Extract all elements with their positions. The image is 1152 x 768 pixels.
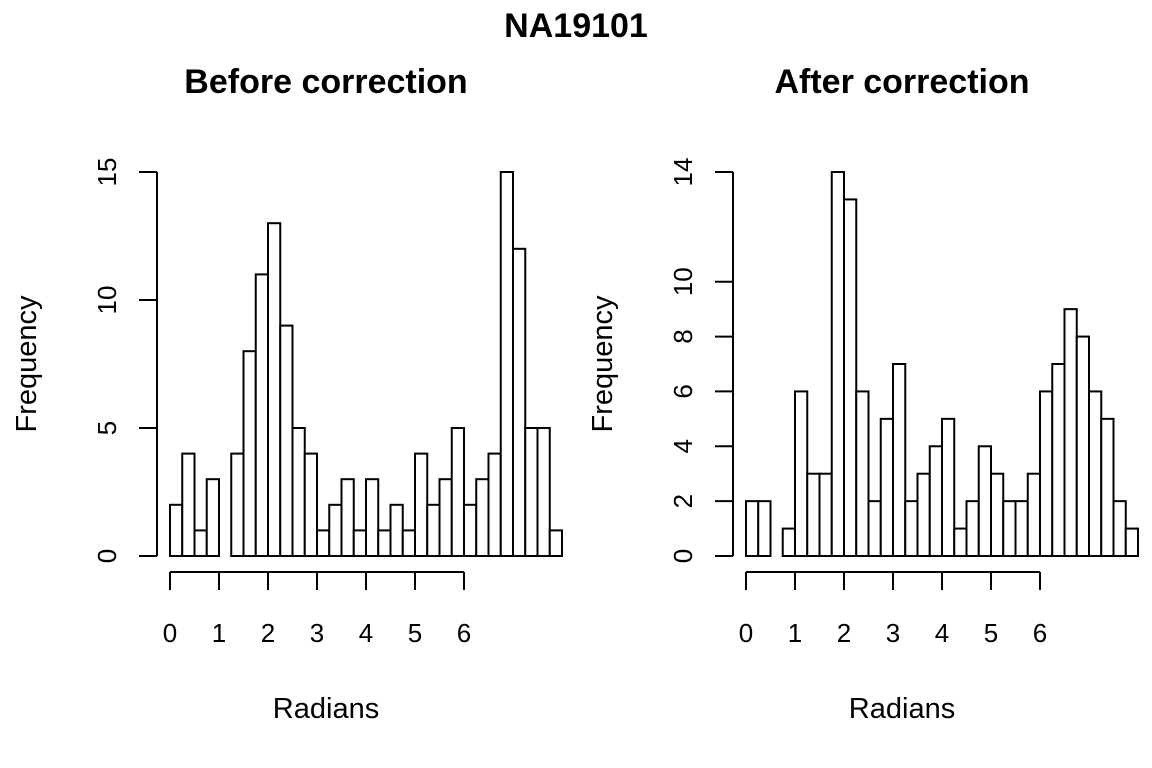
histogram-bar [291, 427, 306, 557]
histogram-bar [181, 452, 196, 558]
y-tick-label: 6 [668, 384, 698, 398]
histogram-bar [745, 500, 760, 557]
x-tick-label: 2 [837, 618, 851, 648]
y-tick-label: 8 [668, 329, 698, 343]
y-tick-label: 5 [92, 421, 122, 435]
histogram-bar [879, 417, 894, 557]
histogram-bar [340, 478, 355, 558]
y-tick-label: 10 [92, 286, 122, 315]
histogram-bar [965, 500, 980, 557]
figure-title: NA19101 [504, 7, 648, 45]
x-tick-label: 6 [1033, 618, 1047, 648]
histogram-bar [990, 472, 1005, 558]
histogram-bar [267, 222, 282, 557]
y-axis-label: Frequency [11, 295, 43, 433]
histogram-bar [450, 427, 465, 557]
x-axis-label: Radians [849, 693, 955, 725]
histogram-bar [377, 529, 392, 558]
histogram-bar [536, 427, 551, 557]
y-tick-label: 15 [92, 158, 122, 187]
histogram-bar [463, 503, 478, 557]
y-tick-label: 0 [92, 549, 122, 563]
histogram-bar [316, 529, 331, 558]
y-tick-label: 0 [668, 549, 698, 563]
histogram-bar [830, 171, 845, 557]
histogram-bar [1075, 335, 1090, 558]
x-tick-label: 3 [310, 618, 324, 648]
histogram-bar [867, 500, 882, 557]
histogram-bar [401, 529, 416, 558]
y-tick-label: 10 [668, 267, 698, 296]
y-tick-label: 2 [668, 494, 698, 508]
histogram-bar [794, 390, 809, 557]
histogram-bar [904, 500, 919, 557]
x-axis-label: Radians [273, 693, 379, 725]
x-tick-label: 2 [261, 618, 275, 648]
histogram-bar [1124, 527, 1139, 557]
x-tick-label: 1 [788, 618, 802, 648]
panel-title: Before correction [184, 63, 467, 101]
histogram-bar [916, 472, 931, 558]
histogram-bar [1112, 500, 1127, 557]
histogram-bar [205, 478, 220, 558]
histogram-bar [1063, 308, 1078, 557]
histogram-bar [242, 350, 257, 558]
y-axis-label: Frequency [587, 295, 619, 433]
histogram-bar [499, 171, 514, 557]
histogram-bar [1100, 417, 1115, 557]
histogram-bar [475, 478, 490, 558]
histogram-bar [1051, 363, 1066, 557]
histogram-bar [169, 503, 184, 557]
histogram-bar [389, 503, 404, 557]
y-tick-label: 14 [668, 158, 698, 187]
histogram-bar [757, 500, 772, 557]
histogram-bar [438, 478, 453, 558]
histogram-bar [1002, 500, 1017, 557]
histogram-bar [426, 503, 441, 557]
histogram-bar [1039, 390, 1054, 557]
histogram-bar [328, 503, 343, 557]
x-tick-label: 1 [212, 618, 226, 648]
x-tick-label: 4 [359, 618, 373, 648]
histogram-bar [855, 390, 870, 557]
histogram-bar [977, 445, 992, 557]
panel-before-correction: Before correction Radians Frequency 0510… [11, 63, 563, 725]
histogram-bar [487, 452, 502, 558]
panel-after-correction: After correction Radians Frequency 0 2 4 6 8… [587, 63, 1139, 725]
histogram-bar [352, 529, 367, 558]
histogram-bar [193, 529, 208, 558]
y-tick-label: 4 [668, 439, 698, 453]
histogram-bar [843, 198, 858, 558]
histogram-bar [512, 247, 527, 558]
x-tick-label: 5 [408, 618, 422, 648]
x-tick-label: 6 [457, 618, 471, 648]
x-tick-label: 0 [739, 618, 753, 648]
histogram-bar [414, 452, 429, 558]
histogram-bar [254, 273, 269, 557]
histogram-bar [953, 527, 968, 557]
histogram-bar [365, 478, 380, 558]
histogram-bar [928, 445, 943, 557]
histogram-bar [303, 452, 318, 558]
histogram-bar [1088, 390, 1103, 557]
histogram-bar [548, 529, 563, 558]
histogram-bar [806, 472, 821, 558]
histogram-bar [230, 452, 245, 558]
panel-title: After correction [774, 63, 1029, 101]
histogram-bar [892, 363, 907, 557]
histogram-bar [781, 527, 796, 557]
x-tick-label: 5 [984, 618, 998, 648]
x-tick-label: 4 [935, 618, 949, 648]
histogram-bar [279, 324, 294, 557]
histogram-bar [1014, 500, 1029, 557]
histogram-bar [941, 417, 956, 557]
x-tick-label: 0 [163, 618, 177, 648]
histogram-bar [524, 427, 539, 557]
histogram-bar [818, 472, 833, 558]
x-tick-label: 3 [886, 618, 900, 648]
histogram-bar [1026, 472, 1041, 558]
